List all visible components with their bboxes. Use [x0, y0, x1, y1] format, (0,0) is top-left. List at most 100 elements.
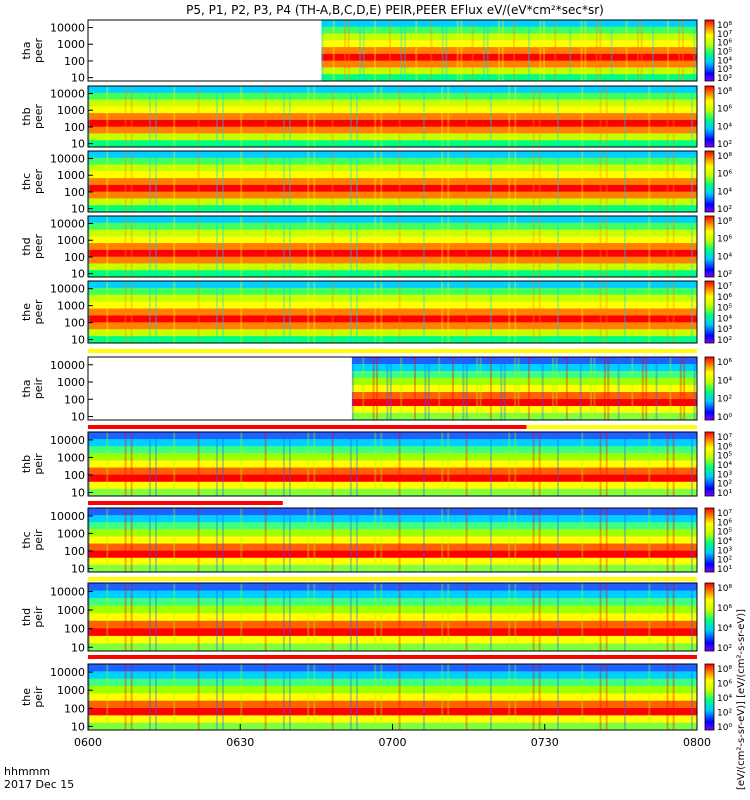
colorbar-tick-label: 10⁸ — [717, 87, 732, 97]
heatmap-streak — [538, 583, 541, 651]
heatmap-band — [88, 446, 697, 454]
heatmap-streak — [130, 86, 133, 147]
heatmap-streak — [508, 86, 511, 147]
heatmap-streak — [148, 583, 151, 651]
heatmap-streak — [528, 20, 531, 81]
heatmap-streak — [441, 86, 444, 147]
heatmap-streak — [648, 151, 651, 212]
heatmap-band — [88, 439, 697, 447]
heatmap-streak — [672, 151, 675, 212]
x-tick-label: 0700 — [379, 736, 407, 749]
heatmap-streak — [106, 216, 109, 277]
heatmap-band — [351, 413, 697, 421]
heatmap-band — [88, 198, 697, 206]
heatmap-streak — [240, 216, 243, 277]
heatmap-streak — [106, 151, 109, 212]
heatmap-streak — [651, 20, 654, 81]
colorbar-tick-label: 10⁵ — [717, 48, 732, 58]
heatmap-streak — [88, 664, 90, 730]
heatmap-streak — [215, 432, 218, 496]
heatmap-streak — [215, 216, 218, 277]
heatmap-streak — [398, 508, 401, 572]
heatmap-streak — [422, 86, 425, 147]
heatmap-streak — [623, 432, 626, 496]
heatmap-streak — [538, 86, 541, 147]
heatmap-streak — [130, 583, 133, 651]
heatmap-streak — [590, 357, 593, 420]
heatmap-streak — [124, 151, 127, 212]
heatmap-streak — [648, 86, 651, 147]
colorbar-tick-label: 10² — [717, 336, 732, 346]
heatmap-streak — [465, 664, 468, 730]
panel-label: thc — [20, 173, 33, 190]
heatmap-streak — [349, 508, 352, 572]
heatmap-streak — [672, 508, 675, 572]
heatmap-band — [88, 205, 697, 213]
colorbar-tick-label: 10⁷ — [717, 30, 732, 40]
heatmap-streak — [514, 151, 517, 212]
heatmap-band — [88, 106, 697, 114]
heatmap-streak — [197, 86, 200, 147]
heatmap-streak — [648, 432, 651, 496]
heatmap-streak — [666, 151, 669, 212]
y-tick-label: 10000 — [50, 359, 85, 372]
colorbar-tick-label: 10¹ — [717, 489, 732, 499]
heatmap-streak — [422, 432, 425, 496]
heatmap-streak — [489, 583, 492, 651]
heatmap-streak — [508, 508, 511, 572]
heatmap-streak — [489, 216, 492, 277]
heatmap-streak — [541, 357, 544, 420]
heatmap-streak — [489, 508, 492, 572]
colorbar-tick-label: 10⁴ — [717, 314, 732, 324]
heatmap-band — [88, 620, 697, 629]
heatmap-streak — [173, 281, 176, 343]
y-tick-label: 1000 — [57, 604, 85, 617]
y-tick-label: 1000 — [57, 451, 85, 464]
heatmap-band — [88, 249, 697, 258]
heatmap-streak — [374, 151, 377, 212]
colorbar — [704, 356, 715, 421]
heatmap-streak — [556, 151, 559, 212]
colorbar — [704, 215, 715, 278]
heatmap-streak — [288, 216, 291, 277]
heatmap-streak — [380, 508, 383, 572]
heatmap-streak — [666, 432, 669, 496]
heatmap-band — [88, 229, 697, 237]
heatmap-band — [88, 508, 697, 516]
heatmap-streak — [173, 583, 176, 651]
y-tick-label: 10 — [71, 268, 85, 281]
heatmap-band — [351, 385, 697, 393]
colorbar-tick-label: 10⁶ — [717, 170, 732, 180]
heatmap-streak — [288, 432, 291, 496]
heatmap-streak — [331, 432, 334, 496]
heatmap-streak — [538, 151, 541, 212]
heatmap-streak — [355, 216, 358, 277]
y-tick-label: 100 — [64, 251, 85, 264]
y-tick-label: 100 — [64, 393, 85, 406]
panel-label: peir — [32, 686, 45, 708]
heatmap-streak — [313, 151, 316, 212]
y-tick-label: 10000 — [50, 218, 85, 231]
panel-label: the — [20, 688, 33, 706]
heatmap-streak — [221, 281, 224, 343]
heatmap-band — [321, 33, 697, 41]
heatmap-streak — [556, 583, 559, 651]
heatmap-streak — [415, 20, 418, 81]
heatmap-streak — [106, 432, 109, 496]
heatmap-streak — [672, 432, 675, 496]
y-tick-label: 10 — [71, 138, 85, 151]
heatmap-streak — [666, 583, 669, 651]
heatmap-streak — [508, 432, 511, 496]
panel-label: thc — [20, 531, 33, 548]
heatmap-streak — [422, 508, 425, 572]
y-tick-label: 10 — [71, 486, 85, 499]
heatmap-streak — [514, 583, 517, 651]
y-tick-label: 1000 — [57, 234, 85, 247]
heatmap-streak — [683, 357, 686, 420]
heatmap-streak — [508, 151, 511, 212]
heatmap-band — [88, 157, 697, 166]
heatmap-streak — [349, 432, 352, 496]
panel-thb-peer: 10 100 1000 10000 thb peer 10⁸ 10⁶ 10⁴ 10² — [20, 85, 732, 151]
panel-label: peir — [32, 606, 45, 628]
heatmap-streak — [543, 20, 546, 81]
